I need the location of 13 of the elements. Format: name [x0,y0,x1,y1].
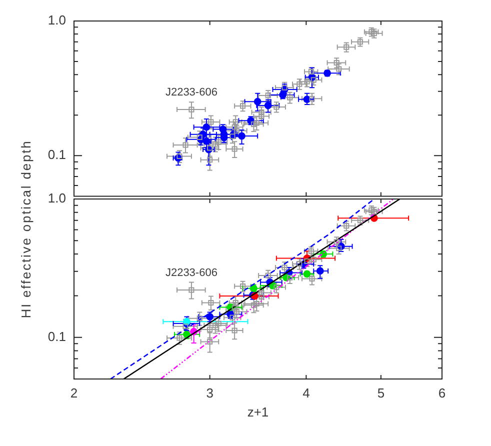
x-tick-label: 4 [302,385,310,400]
annotation: J2233-606 [165,86,218,99]
x-tick-label: 6 [438,385,446,400]
y-tick-label: 0.1 [48,328,66,344]
x-axis-title: z+1 [247,404,269,420]
y-tick-label: 1.0 [48,190,66,206]
annotation: J2233-606 [165,267,218,280]
x-tick-label: 2 [70,385,78,400]
y-tick-label: 0.1 [48,147,66,162]
y-axis-title: HI effective optical depth [18,140,34,318]
x-tick-label: 3 [206,385,214,400]
y-tick-label: 1.0 [48,12,66,28]
x-tick-label: 5 [377,385,385,400]
